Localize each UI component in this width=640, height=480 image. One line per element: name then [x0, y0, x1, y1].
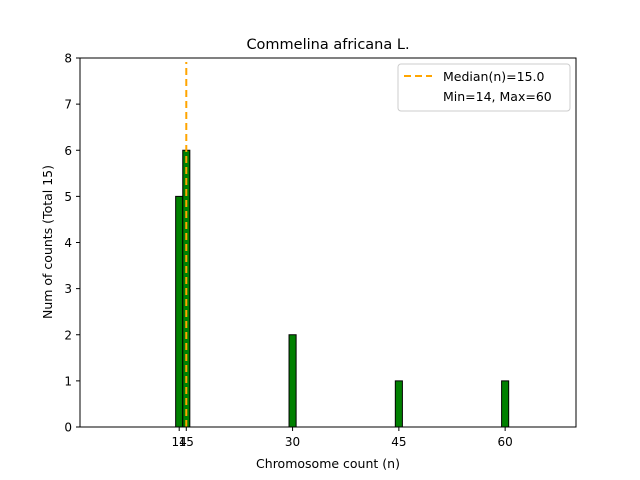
y-tick-label-4: 4 — [64, 236, 72, 250]
bar-30 — [288, 334, 297, 428]
x-tick-label-45: 45 — [391, 435, 406, 449]
legend: Median(n)=15.0 Min=14, Max=60 — [397, 63, 571, 112]
y-tick-label-8: 8 — [64, 52, 72, 66]
x-axis-label: Chromosome count (n) — [256, 456, 400, 471]
y-tick-label-5: 5 — [64, 190, 72, 204]
x-tick-label-30: 30 — [285, 435, 300, 449]
legend-entry-median: Median(n)=15.0 — [443, 69, 544, 84]
bar-14 — [175, 195, 184, 428]
x-tick-label-14: 14 — [172, 435, 187, 449]
y-tick-label-2: 2 — [64, 328, 72, 342]
x-tick-label-15: 15 — [179, 435, 194, 449]
plot-frame — [79, 57, 577, 428]
legend-entry-minmax: Min=14, Max=60 — [443, 89, 552, 104]
y-tick-label-1: 1 — [64, 374, 72, 388]
bar-60 — [501, 380, 510, 428]
y-tick-label-3: 3 — [64, 282, 72, 296]
bar-45 — [394, 380, 403, 428]
x-tick-label-60: 60 — [498, 435, 513, 449]
y-axis-label: Num of counts (Total 15) — [40, 165, 55, 319]
y-tick-label-0: 0 — [64, 421, 72, 435]
legend-box — [397, 63, 571, 112]
y-axis-ticks: 0 1 2 3 4 5 6 7 8 — [64, 52, 80, 435]
y-tick-label-7: 7 — [64, 98, 72, 112]
y-tick-label-6: 6 — [64, 144, 72, 158]
chart-title: Commelina africana L. — [246, 37, 409, 53]
bars-group — [175, 149, 510, 428]
